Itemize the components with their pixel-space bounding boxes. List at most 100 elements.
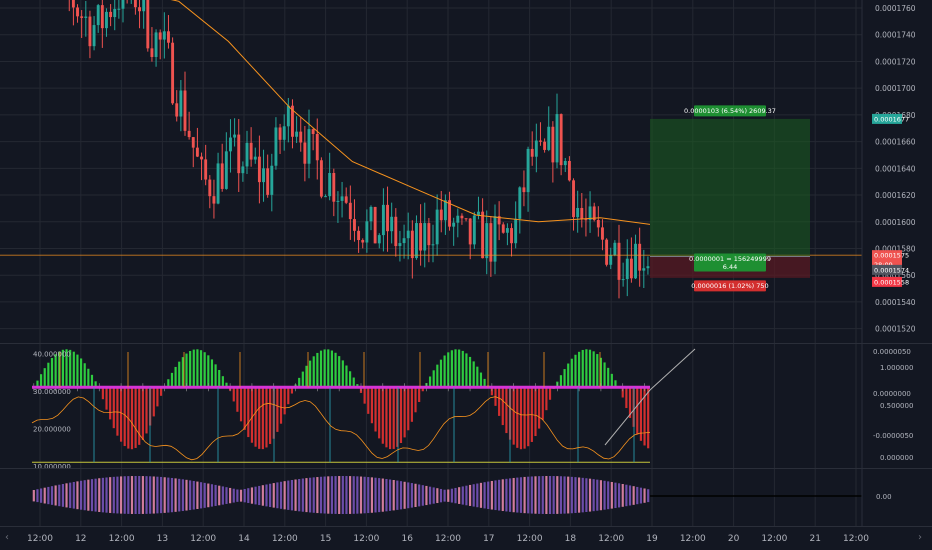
candle[interactable] [328, 172, 332, 197]
candle[interactable] [257, 156, 261, 183]
candle[interactable] [468, 218, 472, 245]
candle[interactable] [200, 156, 203, 160]
candle[interactable] [361, 240, 365, 243]
candle[interactable] [419, 223, 423, 251]
candle[interactable] [212, 196, 216, 204]
candle[interactable] [224, 151, 228, 189]
candle[interactable] [543, 141, 547, 150]
candle[interactable] [171, 42, 175, 104]
candle[interactable] [109, 11, 113, 18]
candle[interactable] [613, 242, 617, 256]
candle[interactable] [505, 228, 509, 233]
candle[interactable] [501, 224, 505, 233]
candle[interactable] [282, 126, 286, 140]
candle[interactable] [187, 130, 191, 138]
candle[interactable] [216, 163, 220, 204]
candle[interactable] [84, 16, 88, 18]
candle[interactable] [365, 221, 369, 243]
candle[interactable] [534, 140, 538, 157]
candle[interactable] [253, 156, 257, 160]
candle[interactable] [344, 196, 348, 203]
candle[interactable] [336, 200, 340, 202]
price-panel[interactable]: 0.0000103 (6.54%) 2609.37 0.0000001 = 156… [0, 0, 862, 299]
candle[interactable] [76, 7, 79, 17]
candle[interactable] [555, 114, 559, 163]
panel-divider-price[interactable] [0, 343, 932, 344]
candle[interactable] [530, 148, 534, 157]
candle[interactable] [150, 48, 154, 57]
candle[interactable] [547, 126, 551, 150]
candle[interactable] [584, 219, 588, 221]
panel-divider-oscillator[interactable] [0, 468, 932, 469]
candle[interactable] [175, 103, 179, 117]
candle[interactable] [427, 223, 431, 246]
candle[interactable] [319, 160, 323, 197]
candle[interactable] [477, 211, 480, 216]
candle[interactable] [576, 207, 580, 218]
candle[interactable] [373, 206, 377, 244]
candle[interactable] [229, 137, 232, 152]
candle[interactable] [80, 16, 84, 18]
candle[interactable] [638, 243, 642, 271]
oscillator-trend-drawing[interactable] [604, 348, 696, 446]
candle[interactable] [307, 129, 311, 164]
candle[interactable] [485, 223, 489, 259]
oscillator-panel[interactable] [31, 348, 696, 463]
candle[interactable] [167, 31, 170, 43]
candle[interactable] [270, 165, 274, 195]
candle[interactable] [278, 127, 282, 140]
candle[interactable] [303, 142, 307, 164]
candle[interactable] [154, 32, 158, 57]
chevron-right-icon[interactable]: › [918, 532, 922, 543]
momentum-panel[interactable] [32, 476, 862, 514]
candle[interactable] [415, 223, 418, 259]
candle[interactable] [241, 166, 245, 174]
candle[interactable] [605, 239, 609, 265]
candle[interactable] [233, 134, 237, 138]
candle[interactable] [642, 268, 646, 271]
candle[interactable] [522, 187, 526, 193]
candle[interactable] [237, 134, 241, 174]
candle[interactable] [340, 196, 344, 201]
candle[interactable] [315, 133, 319, 161]
candle[interactable] [381, 204, 385, 236]
candle[interactable] [105, 11, 108, 29]
candle[interactable] [431, 244, 435, 246]
candle[interactable] [386, 204, 389, 232]
candle[interactable] [572, 180, 575, 218]
candle[interactable] [621, 279, 625, 281]
candle[interactable] [369, 206, 373, 222]
candle[interactable] [295, 131, 299, 137]
candle[interactable] [220, 163, 224, 189]
candle[interactable] [448, 200, 451, 227]
candle[interactable] [510, 228, 513, 244]
candle[interactable] [183, 90, 187, 131]
candle[interactable] [117, 8, 121, 10]
candle[interactable] [464, 218, 468, 220]
candle[interactable] [195, 147, 199, 157]
candle[interactable] [493, 216, 497, 262]
candle[interactable] [179, 90, 183, 117]
candle[interactable] [625, 258, 629, 280]
candle[interactable] [580, 207, 584, 220]
chevron-left-icon[interactable]: ‹ [5, 532, 9, 543]
candle[interactable] [208, 179, 212, 197]
candle[interactable] [596, 220, 600, 228]
candle[interactable] [435, 209, 439, 245]
candle[interactable] [443, 200, 447, 221]
candle[interactable] [311, 129, 315, 134]
candle[interactable] [634, 243, 637, 279]
candle[interactable] [563, 160, 567, 166]
candle[interactable] [245, 142, 249, 167]
candle[interactable] [162, 31, 166, 40]
candle[interactable] [452, 222, 456, 227]
candle[interactable] [204, 159, 208, 180]
candle[interactable] [481, 211, 485, 259]
position-target-zone[interactable] [650, 118, 810, 257]
candle[interactable] [567, 160, 571, 181]
candle[interactable] [539, 140, 542, 142]
candle[interactable] [324, 196, 327, 198]
candle[interactable] [158, 32, 162, 40]
candle[interactable] [601, 227, 604, 240]
candle[interactable] [514, 218, 518, 244]
